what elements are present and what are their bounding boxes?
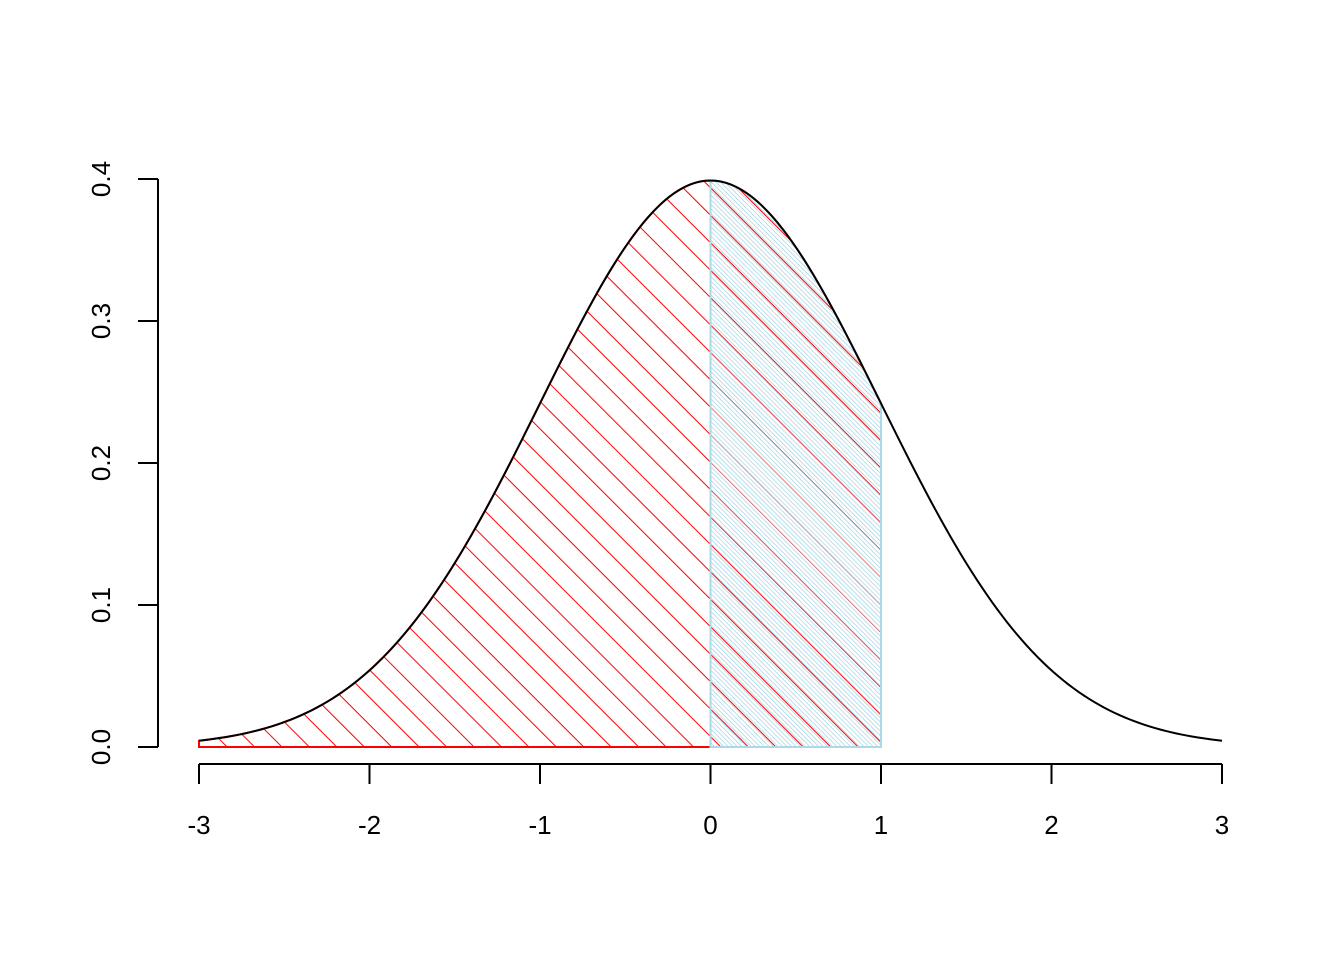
x-tick-label: 1 — [874, 810, 888, 840]
density-curve — [198, 179, 1223, 742]
x-tick-label: -3 — [187, 810, 210, 840]
y-tick-label: 0.4 — [86, 161, 116, 197]
y-tick-label: 0.3 — [86, 303, 116, 339]
x-tick-label: 2 — [1044, 810, 1058, 840]
y-tick-label: 0.1 — [86, 587, 116, 623]
y-tick-label: 0.0 — [86, 729, 116, 765]
x-tick-label: -1 — [528, 810, 551, 840]
x-tick-label: 0 — [703, 810, 717, 840]
shaded-region-2 — [709, 179, 882, 748]
x-tick-label: -2 — [358, 810, 381, 840]
x-tick-label: 3 — [1215, 810, 1229, 840]
y-tick-label: 0.2 — [86, 445, 116, 481]
